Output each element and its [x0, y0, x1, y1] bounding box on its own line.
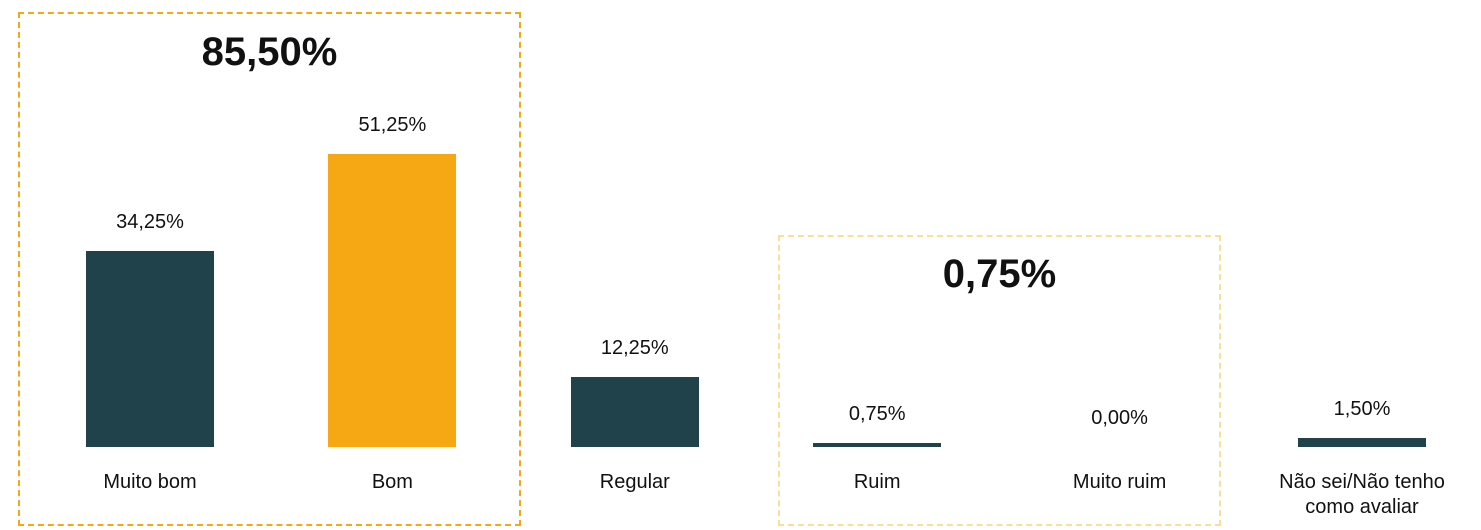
value-label: 51,25% — [358, 114, 427, 137]
group-box — [18, 12, 521, 526]
value-label: 1,50% — [1333, 398, 1391, 421]
value-label: 0,75% — [848, 402, 906, 425]
x-tick-label: Muito bom — [103, 471, 197, 493]
bar — [86, 251, 214, 447]
group-box — [778, 235, 1221, 526]
value-label: 0,00% — [1091, 407, 1148, 429]
x-tick-label: Bom — [371, 471, 413, 493]
x-tick-label: Regular — [599, 471, 670, 493]
value-label: 12,25% — [600, 336, 669, 359]
bar — [1298, 438, 1426, 447]
value-label: 34,25% — [116, 211, 184, 234]
x-tick-label: Ruim — [853, 471, 901, 493]
bar — [813, 442, 942, 447]
bar — [328, 154, 457, 447]
bar — [570, 376, 699, 447]
group-total: 85,50% — [201, 30, 338, 74]
x-tick-label: Não sei/Não tenho como avaliar — [1279, 471, 1445, 518]
x-tick-label: Muito ruim — [1072, 471, 1167, 493]
group-total: 0,75% — [942, 252, 1057, 296]
